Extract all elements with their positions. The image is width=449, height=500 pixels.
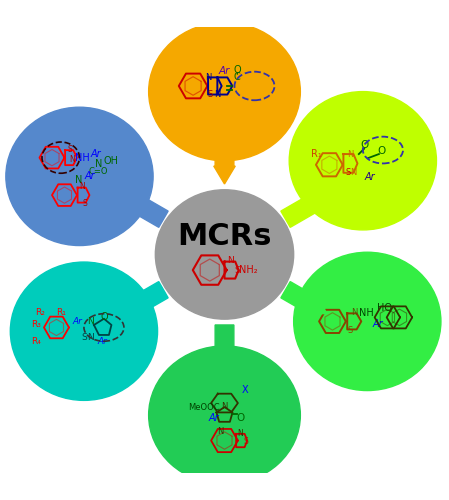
Ellipse shape bbox=[149, 346, 300, 484]
Text: N: N bbox=[205, 73, 211, 82]
Text: N: N bbox=[87, 333, 93, 342]
Text: Ar: Ar bbox=[219, 66, 230, 76]
Text: S: S bbox=[81, 333, 87, 342]
Text: N: N bbox=[350, 168, 357, 177]
Text: Ar: Ar bbox=[373, 319, 383, 329]
Text: S: S bbox=[243, 436, 248, 446]
Text: N: N bbox=[221, 402, 228, 411]
Ellipse shape bbox=[294, 252, 441, 390]
Text: N: N bbox=[95, 159, 102, 169]
Text: Ar: Ar bbox=[90, 149, 101, 159]
FancyArrow shape bbox=[281, 282, 327, 314]
Text: O: O bbox=[360, 140, 368, 149]
Text: R₄: R₄ bbox=[31, 336, 41, 345]
Text: S: S bbox=[67, 145, 72, 154]
FancyArrow shape bbox=[281, 195, 327, 228]
Text: N: N bbox=[69, 155, 75, 164]
Text: HO: HO bbox=[377, 303, 392, 313]
Ellipse shape bbox=[6, 107, 153, 246]
Text: Ar: Ar bbox=[208, 413, 219, 423]
FancyArrow shape bbox=[122, 195, 168, 228]
Text: Ar: Ar bbox=[364, 172, 375, 182]
Text: N: N bbox=[228, 256, 234, 266]
Text: N: N bbox=[351, 308, 357, 317]
Text: C: C bbox=[234, 72, 241, 82]
Text: N: N bbox=[217, 426, 224, 436]
Text: N: N bbox=[238, 428, 243, 438]
Text: N: N bbox=[87, 316, 93, 326]
Text: Ar: Ar bbox=[98, 336, 108, 345]
Text: MeOOC: MeOOC bbox=[189, 402, 220, 411]
Text: R₂: R₂ bbox=[35, 308, 45, 317]
Text: R₁: R₁ bbox=[311, 149, 321, 159]
Text: R₁: R₁ bbox=[57, 308, 66, 317]
FancyArrow shape bbox=[214, 136, 235, 184]
Text: N: N bbox=[214, 90, 220, 99]
Text: N: N bbox=[79, 182, 85, 192]
Text: NH: NH bbox=[75, 152, 89, 162]
Text: Ar: Ar bbox=[73, 316, 83, 326]
Text: S: S bbox=[207, 90, 213, 99]
Text: O: O bbox=[100, 312, 108, 322]
Text: S: S bbox=[82, 198, 87, 207]
FancyArrow shape bbox=[122, 282, 168, 314]
Text: MCRs: MCRs bbox=[177, 222, 272, 251]
Text: O: O bbox=[237, 413, 245, 423]
Text: S: S bbox=[345, 168, 351, 177]
Text: X: X bbox=[241, 384, 248, 394]
Ellipse shape bbox=[149, 22, 300, 161]
Text: O: O bbox=[233, 64, 241, 74]
Text: C=O: C=O bbox=[88, 167, 108, 176]
Text: R₃: R₃ bbox=[31, 320, 41, 330]
Text: O: O bbox=[378, 146, 386, 156]
Text: NH₂: NH₂ bbox=[239, 265, 258, 275]
Text: S: S bbox=[234, 266, 240, 276]
Ellipse shape bbox=[155, 190, 294, 319]
Text: NH: NH bbox=[359, 308, 373, 318]
Text: S: S bbox=[347, 326, 352, 334]
Text: N: N bbox=[75, 175, 82, 185]
Text: Ar: Ar bbox=[84, 172, 95, 181]
Ellipse shape bbox=[10, 262, 158, 400]
Ellipse shape bbox=[289, 92, 436, 230]
Text: N: N bbox=[348, 150, 354, 158]
Text: OH: OH bbox=[103, 156, 118, 166]
FancyArrow shape bbox=[214, 325, 235, 372]
